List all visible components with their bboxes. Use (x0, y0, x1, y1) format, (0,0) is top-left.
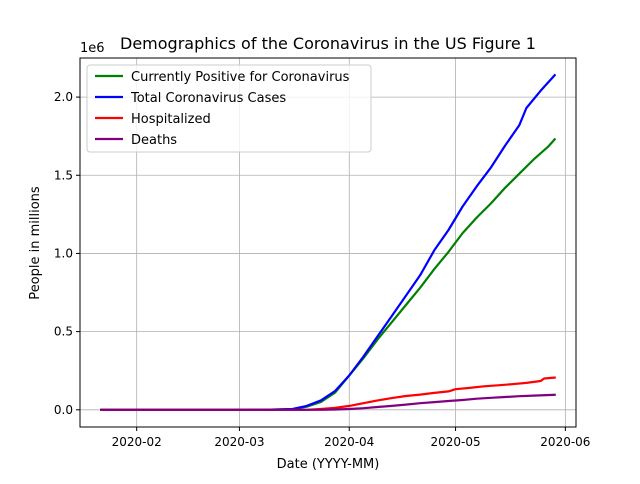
plot-frame (79, 57, 577, 428)
x-tick-label: 2020-04 (324, 435, 374, 449)
series-line-total-coronavirus-cases (100, 73, 557, 411)
legend-label-hospitalized: Hospitalized (131, 112, 211, 127)
x-tick-label: 2020-06 (540, 435, 590, 449)
y-offset-label: 1e6 (80, 41, 105, 56)
x-tick-label: 2020-02 (112, 435, 162, 449)
x-axis-ticks: 2020-02 2020-03 2020-04 2020-05 2020-06 (112, 427, 590, 449)
series-line-hospitalized (100, 376, 556, 411)
legend: Currently Positive for Coronavirus Total … (86, 64, 372, 153)
x-tick-label: 2020-03 (214, 435, 264, 449)
x-axis-label: Date (YYYY-MM) (277, 457, 380, 472)
chart-title: Demographics of the Coronavirus in the U… (120, 34, 536, 53)
series-line-deaths (100, 393, 556, 411)
legend-label-deaths: Deaths (131, 133, 177, 148)
y-tick-label: 1.0 (54, 246, 73, 260)
legend-entries: Currently Positive for Coronavirus Total … (95, 70, 350, 148)
y-axis-label: People in millions (28, 186, 43, 300)
legend-label-total-coronavirus-cases: Total Coronavirus Cases (130, 91, 286, 106)
series-lines (100, 73, 557, 411)
y-axis-ticks: 0.0 0.5 1.0 1.5 2.0 (54, 90, 80, 417)
y-tick-label: 0.0 (54, 403, 73, 417)
y-tick-label: 2.0 (54, 90, 73, 104)
y-tick-label: 0.5 (54, 325, 73, 339)
x-tick-label: 2020-05 (430, 435, 480, 449)
y-tick-label: 1.5 (54, 168, 73, 182)
legend-label-currently-positive-for-coronavirus: Currently Positive for Coronavirus (131, 70, 350, 85)
legend-box (86, 64, 372, 153)
